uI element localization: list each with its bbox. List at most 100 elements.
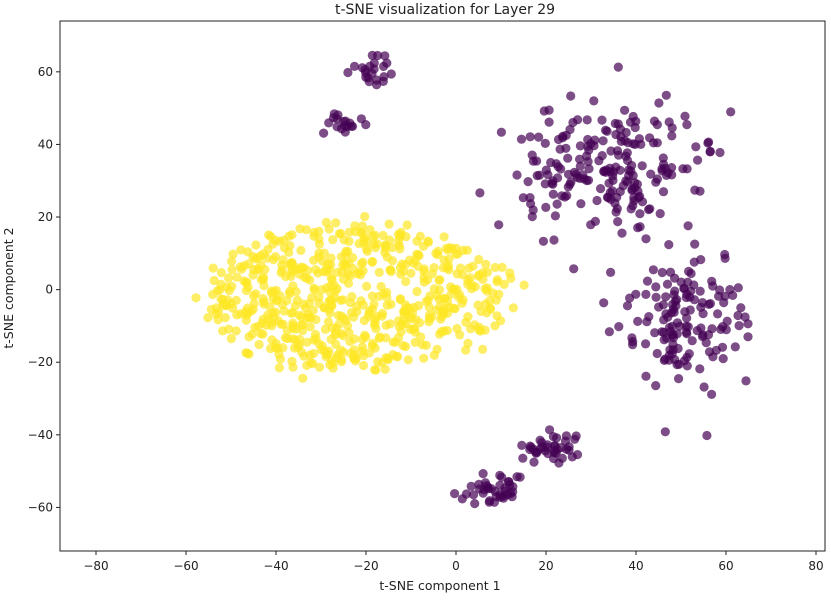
scatter-point: [575, 161, 585, 171]
scatter-point: [718, 322, 728, 332]
scatter-point: [571, 431, 581, 441]
scatter-point: [209, 275, 219, 286]
x-tick-label: 80: [808, 559, 823, 573]
scatter-point: [649, 138, 659, 148]
scatter-point: [682, 329, 692, 339]
scatter-point: [380, 243, 391, 253]
scatter-point: [241, 315, 251, 325]
scatter-point: [414, 301, 424, 311]
scatter-point: [393, 236, 404, 246]
scatter-point: [692, 326, 702, 336]
scatter-point: [707, 276, 717, 286]
scatter-point: [336, 228, 346, 239]
scatter-point: [349, 61, 360, 71]
scatter-point: [276, 319, 286, 329]
scatter-point: [367, 291, 377, 301]
scatter-point: [451, 249, 461, 259]
scatter-point: [553, 134, 564, 145]
scatter-point: [475, 188, 485, 198]
scatter-point: [497, 472, 507, 482]
scatter-point: [628, 340, 638, 350]
y-tick-label: −60: [28, 500, 53, 514]
scatter-point: [480, 325, 490, 335]
scatter-point: [336, 357, 347, 367]
scatter-point: [321, 217, 331, 228]
scatter-point: [371, 365, 381, 375]
scatter-point: [589, 96, 599, 106]
scatter-point: [432, 291, 442, 301]
scatter-point: [344, 227, 354, 237]
scatter-point: [508, 303, 518, 313]
scatter-point: [515, 472, 525, 482]
scatter-point: [628, 111, 638, 122]
scatter-point: [395, 294, 405, 304]
scatter-point: [597, 115, 607, 125]
scatter-point: [708, 352, 718, 362]
scatter-point: [613, 62, 623, 72]
scatter-point: [562, 191, 572, 201]
scatter-point: [287, 230, 297, 240]
scatter-point: [425, 291, 435, 301]
scatter-point: [357, 221, 367, 231]
scatter-point: [299, 351, 309, 361]
scatter-point: [461, 489, 471, 499]
scatter-point: [474, 254, 484, 265]
scatter-point: [302, 360, 312, 371]
scatter-point: [736, 303, 746, 313]
x-tick-label: −80: [83, 559, 108, 573]
scatter-point: [523, 177, 533, 187]
scatter-point: [651, 177, 661, 187]
scatter-point: [689, 295, 700, 305]
scatter-point: [373, 357, 383, 367]
scatter-point: [244, 332, 254, 342]
scatter-point: [380, 51, 390, 61]
scatter-point: [651, 292, 661, 302]
scatter-point: [232, 272, 242, 282]
scatter-point: [674, 359, 684, 369]
scatter-point: [505, 480, 515, 490]
scatter-point: [466, 481, 476, 491]
scatter-point: [378, 230, 388, 241]
scatter-point: [369, 239, 379, 249]
scatter-point: [662, 279, 673, 289]
scatter-point: [429, 350, 439, 360]
scatter-point: [203, 313, 213, 323]
scatter-point: [381, 333, 391, 343]
scatter-point: [224, 324, 234, 334]
scatter-point: [401, 342, 411, 352]
scatter-point: [386, 69, 396, 79]
scatter-point: [683, 221, 693, 231]
scatter-point: [311, 265, 321, 275]
scatter-point: [384, 235, 395, 245]
scatter-point: [463, 312, 473, 322]
scatter-point: [282, 326, 292, 336]
scatter-point: [630, 139, 640, 149]
scatter-point: [714, 291, 724, 301]
scatter-point: [253, 265, 264, 275]
scatter-point: [553, 173, 563, 183]
scatter-point: [664, 240, 674, 250]
scatter-point: [526, 442, 536, 452]
scatter-point: [343, 269, 353, 279]
scatter-point: [705, 299, 716, 309]
scatter-point: [544, 117, 554, 127]
scatter-point: [604, 327, 615, 337]
scatter-point: [452, 323, 462, 334]
scatter-point: [635, 209, 645, 219]
scatter-point: [740, 312, 750, 322]
scatter-point: [519, 280, 529, 290]
x-tick-label: 40: [628, 559, 643, 573]
scatter-point: [680, 111, 690, 121]
scatter-point: [664, 117, 674, 127]
scatter-point: [296, 312, 306, 322]
scatter-point: [473, 300, 483, 310]
scatter-point: [601, 167, 611, 177]
scatter-point: [403, 355, 413, 365]
scatter-point: [258, 314, 268, 325]
scatter-point: [674, 374, 684, 384]
scatter-point: [575, 154, 585, 164]
scatter-point: [362, 281, 372, 291]
scatter-point: [313, 252, 324, 262]
scatter-point: [641, 289, 651, 299]
